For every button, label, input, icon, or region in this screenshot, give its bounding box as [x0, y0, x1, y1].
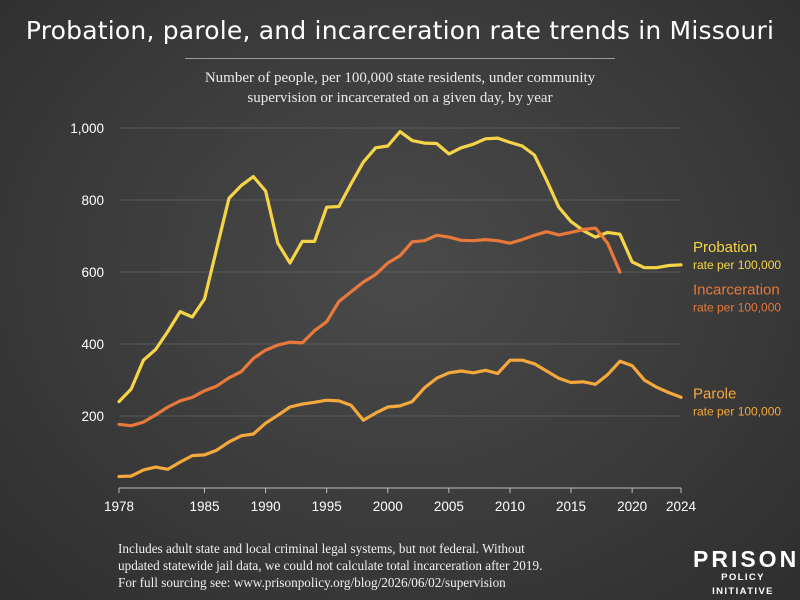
- x-tick-label: 1985: [189, 499, 219, 514]
- x-tick-label: 1978: [104, 499, 134, 514]
- x-tick-label: 2010: [495, 499, 525, 514]
- series-labels: Probation rate per 100,000 Incarceration ra…: [693, 239, 781, 419]
- series-lines: [117, 130, 683, 479]
- y-tick-label: 1,000: [70, 121, 104, 136]
- x-tick-label: 2000: [373, 499, 403, 514]
- probation-series-label: Probation: [693, 239, 757, 256]
- probation-series-sublabel: rate per 100,000: [693, 258, 781, 272]
- logo-wordmark-top: PRISON: [693, 546, 800, 572]
- title-divider: [185, 58, 615, 59]
- x-tick-label: 2015: [556, 499, 586, 514]
- x-tick-label: 1995: [312, 499, 342, 514]
- footnote: Includes adult state and local criminal …: [118, 540, 638, 591]
- parole-series-label: Parole: [693, 386, 736, 403]
- incarceration-series-label: Incarceration: [693, 281, 780, 298]
- y-tick-label: 400: [81, 337, 104, 352]
- y-tick-label: 800: [81, 193, 104, 208]
- incarceration-series-sublabel: rate per 100,000: [693, 300, 781, 314]
- prison-policy-logo: PRISON POLICY INITIATIVE: [693, 546, 800, 599]
- probation-line: [117, 130, 683, 404]
- logo-wordmark-bottom: POLICY INITIATIVE: [712, 572, 774, 597]
- gridlines: [119, 127, 681, 417]
- y-tick-label: 600: [81, 265, 104, 280]
- incarceration-line: [117, 226, 622, 428]
- footnote-line-2: updated statewide jail data, we could no…: [118, 558, 543, 573]
- y-tick-label: 200: [81, 409, 104, 424]
- x-tick-label: 2020: [617, 499, 647, 514]
- axes: 200 400 600 800 1,000 1978 1985 1990 1995 2000 200…: [70, 121, 696, 514]
- footnote-line-3: For full sourcing see: www.prisonpolicy.…: [118, 575, 506, 590]
- x-tick-label: 2005: [434, 499, 464, 514]
- parole-line: [117, 358, 683, 479]
- x-tick-label: 2024: [666, 499, 697, 514]
- footnote-line-1: Includes adult state and local criminal …: [118, 541, 525, 556]
- subtitle-line-1: Number of people, per 100,000 state resi…: [204, 70, 596, 86]
- chart-title: Probation, parole, and incarceration rat…: [25, 16, 775, 45]
- parole-series-sublabel: rate per 100,000: [693, 405, 781, 419]
- chart-subtitle: Number of people, per 100,000 state resi…: [0, 58, 800, 108]
- x-tick-label: 1990: [251, 499, 281, 514]
- subtitle-line-2: supervision or incarcerated on a given d…: [247, 90, 553, 106]
